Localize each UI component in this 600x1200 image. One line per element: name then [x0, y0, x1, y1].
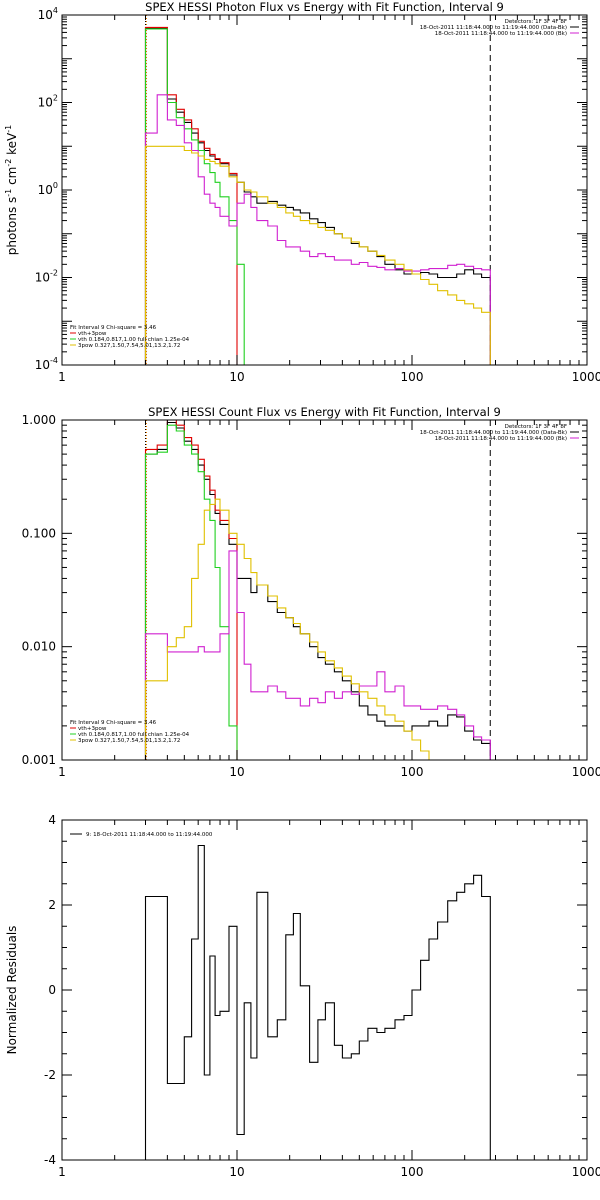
label-part: cm [5, 167, 19, 189]
series-line-1 [144, 844, 491, 1160]
label-part: -1 [4, 189, 13, 197]
tick-exp: 2 [53, 94, 58, 103]
tick-base: 10 [35, 358, 50, 372]
series-line-5 [144, 145, 491, 365]
legend-bottom-left-line: Fit Interval 9 Chi-square = 3.46 [70, 720, 157, 726]
legend-bottom-left-line: 3pow 0.327,1.50,7.54,5.01,13.2,1.72 [78, 738, 180, 744]
panel-title: SPEX HESSI Photon Flux vs Energy with Fi… [145, 0, 504, 14]
tick-exp: 4 [53, 6, 58, 15]
x-tick-label: 100 [401, 765, 424, 779]
y-tick-label: 10-4 [35, 356, 58, 372]
y-tick-label: 100 [38, 181, 58, 197]
y-tick-label: -4 [44, 1153, 56, 1167]
label-part: -1 [4, 125, 13, 133]
legend-top-right-line: 18-Oct-2011 11:18:44.000 to 11:19:44.000… [420, 25, 567, 31]
y-tick-label: 2 [48, 898, 56, 912]
series-line-4 [144, 94, 491, 365]
tick-base: 10 [38, 183, 53, 197]
legend-bottom-left-line: Fit Interval 9 Chi-square = 3.46 [70, 325, 157, 331]
legend-bottom-left-line: vth 0.184,0.817,1.00 full chian 1.25e-04 [78, 732, 190, 738]
tick-exp: 0 [53, 181, 58, 190]
y-tick-label: 0 [48, 983, 56, 997]
label-part: -2 [4, 159, 13, 167]
legend-top-left: 9: 18-Oct-2011 11:18:44.000 to 11:19:44.… [86, 832, 213, 838]
y-tick-label: 102 [38, 94, 58, 110]
tick-exp: -4 [50, 356, 58, 365]
y-tick-label: 0.010 [22, 640, 56, 654]
y-tick-label: 4 [48, 813, 56, 827]
series-line-4 [144, 550, 491, 760]
y-tick-label: 10-2 [35, 269, 58, 285]
plot-area [144, 844, 491, 1160]
panel-title: SPEX HESSI Count Flux vs Energy with Fit… [148, 405, 501, 419]
label-part: keV [5, 132, 19, 159]
plot-area [144, 420, 491, 760]
x-tick-label: 1 [58, 370, 66, 384]
series-line-5 [144, 498, 491, 760]
plot-frame [61, 14, 588, 366]
label-part: photons s [5, 197, 19, 256]
y-tick-label: 0.001 [22, 753, 56, 767]
legend-bottom-left-line: vth 0.184,0.817,1.00 full chian 1.25e-04 [78, 337, 190, 343]
y-axis-label: photons s-1 cm-2 keV-1 [4, 125, 19, 256]
legend-top-right-line: Detectors: 1F 3F 4F 8F [505, 19, 567, 25]
plot-area [144, 15, 491, 365]
tick-base: 10 [38, 96, 53, 110]
legend-top-right-line: 18-Oct-2011 11:18:44.000 to 11:19:44.000… [435, 436, 567, 442]
series-line-1 [144, 27, 491, 365]
y-tick-label: 104 [38, 6, 58, 22]
x-tick-label: 100 [401, 370, 424, 384]
y-axis-label: Normalized Residuals [5, 926, 19, 1055]
y-tick-label: -2 [44, 1068, 56, 1082]
legend-top-right-line: 18-Oct-2011 11:18:44.000 to 11:19:44.000… [420, 430, 567, 436]
panel-3: 1 10 100 1000 -4 -2 0 2 4 Normalized Residuals 9: … [5, 813, 600, 1179]
y-tick-label: 0.100 [22, 526, 56, 540]
x-tick-label: 10 [229, 765, 244, 779]
x-tick-label: 1000 [572, 370, 600, 384]
legend-top-right-line: 18-Oct-2011 11:18:44.000 to 11:19:44.000… [435, 31, 567, 37]
legend-bottom-left-line: 3pow 0.327,1.50,7.54,5.01,13.2,1.72 [78, 343, 180, 349]
tick-base: 10 [38, 8, 53, 22]
series-line-2 [144, 26, 238, 365]
panel-1: SPEX HESSI Photon Flux vs Energy with Fi… [4, 0, 600, 384]
legend-bottom-left-line: vth+3pow [78, 726, 107, 732]
plot-frame [61, 819, 588, 1161]
series-line-3 [144, 424, 238, 760]
x-tick-label: 1000 [572, 765, 600, 779]
legend-top-right-line: Detectors: 1F 3F 4F 8F [505, 424, 567, 430]
tick-exp: -2 [50, 269, 58, 278]
x-tick-label: 1 [58, 1165, 66, 1179]
x-tick-label: 10 [229, 370, 244, 384]
tick-base: 10 [35, 271, 50, 285]
series-line-1 [144, 421, 491, 760]
panel-2: SPEX HESSI Count Flux vs Energy with Fit… [22, 405, 600, 779]
plot-frame [61, 419, 588, 761]
x-tick-label: 10 [229, 1165, 244, 1179]
y-tick-label: 1.000 [22, 413, 56, 427]
x-tick-label: 100 [401, 1165, 424, 1179]
legend-bottom-left-line: vth+3pow [78, 331, 107, 337]
x-tick-label: 1 [58, 765, 66, 779]
series-line-3 [144, 28, 251, 365]
x-tick-label: 1000 [572, 1165, 600, 1179]
